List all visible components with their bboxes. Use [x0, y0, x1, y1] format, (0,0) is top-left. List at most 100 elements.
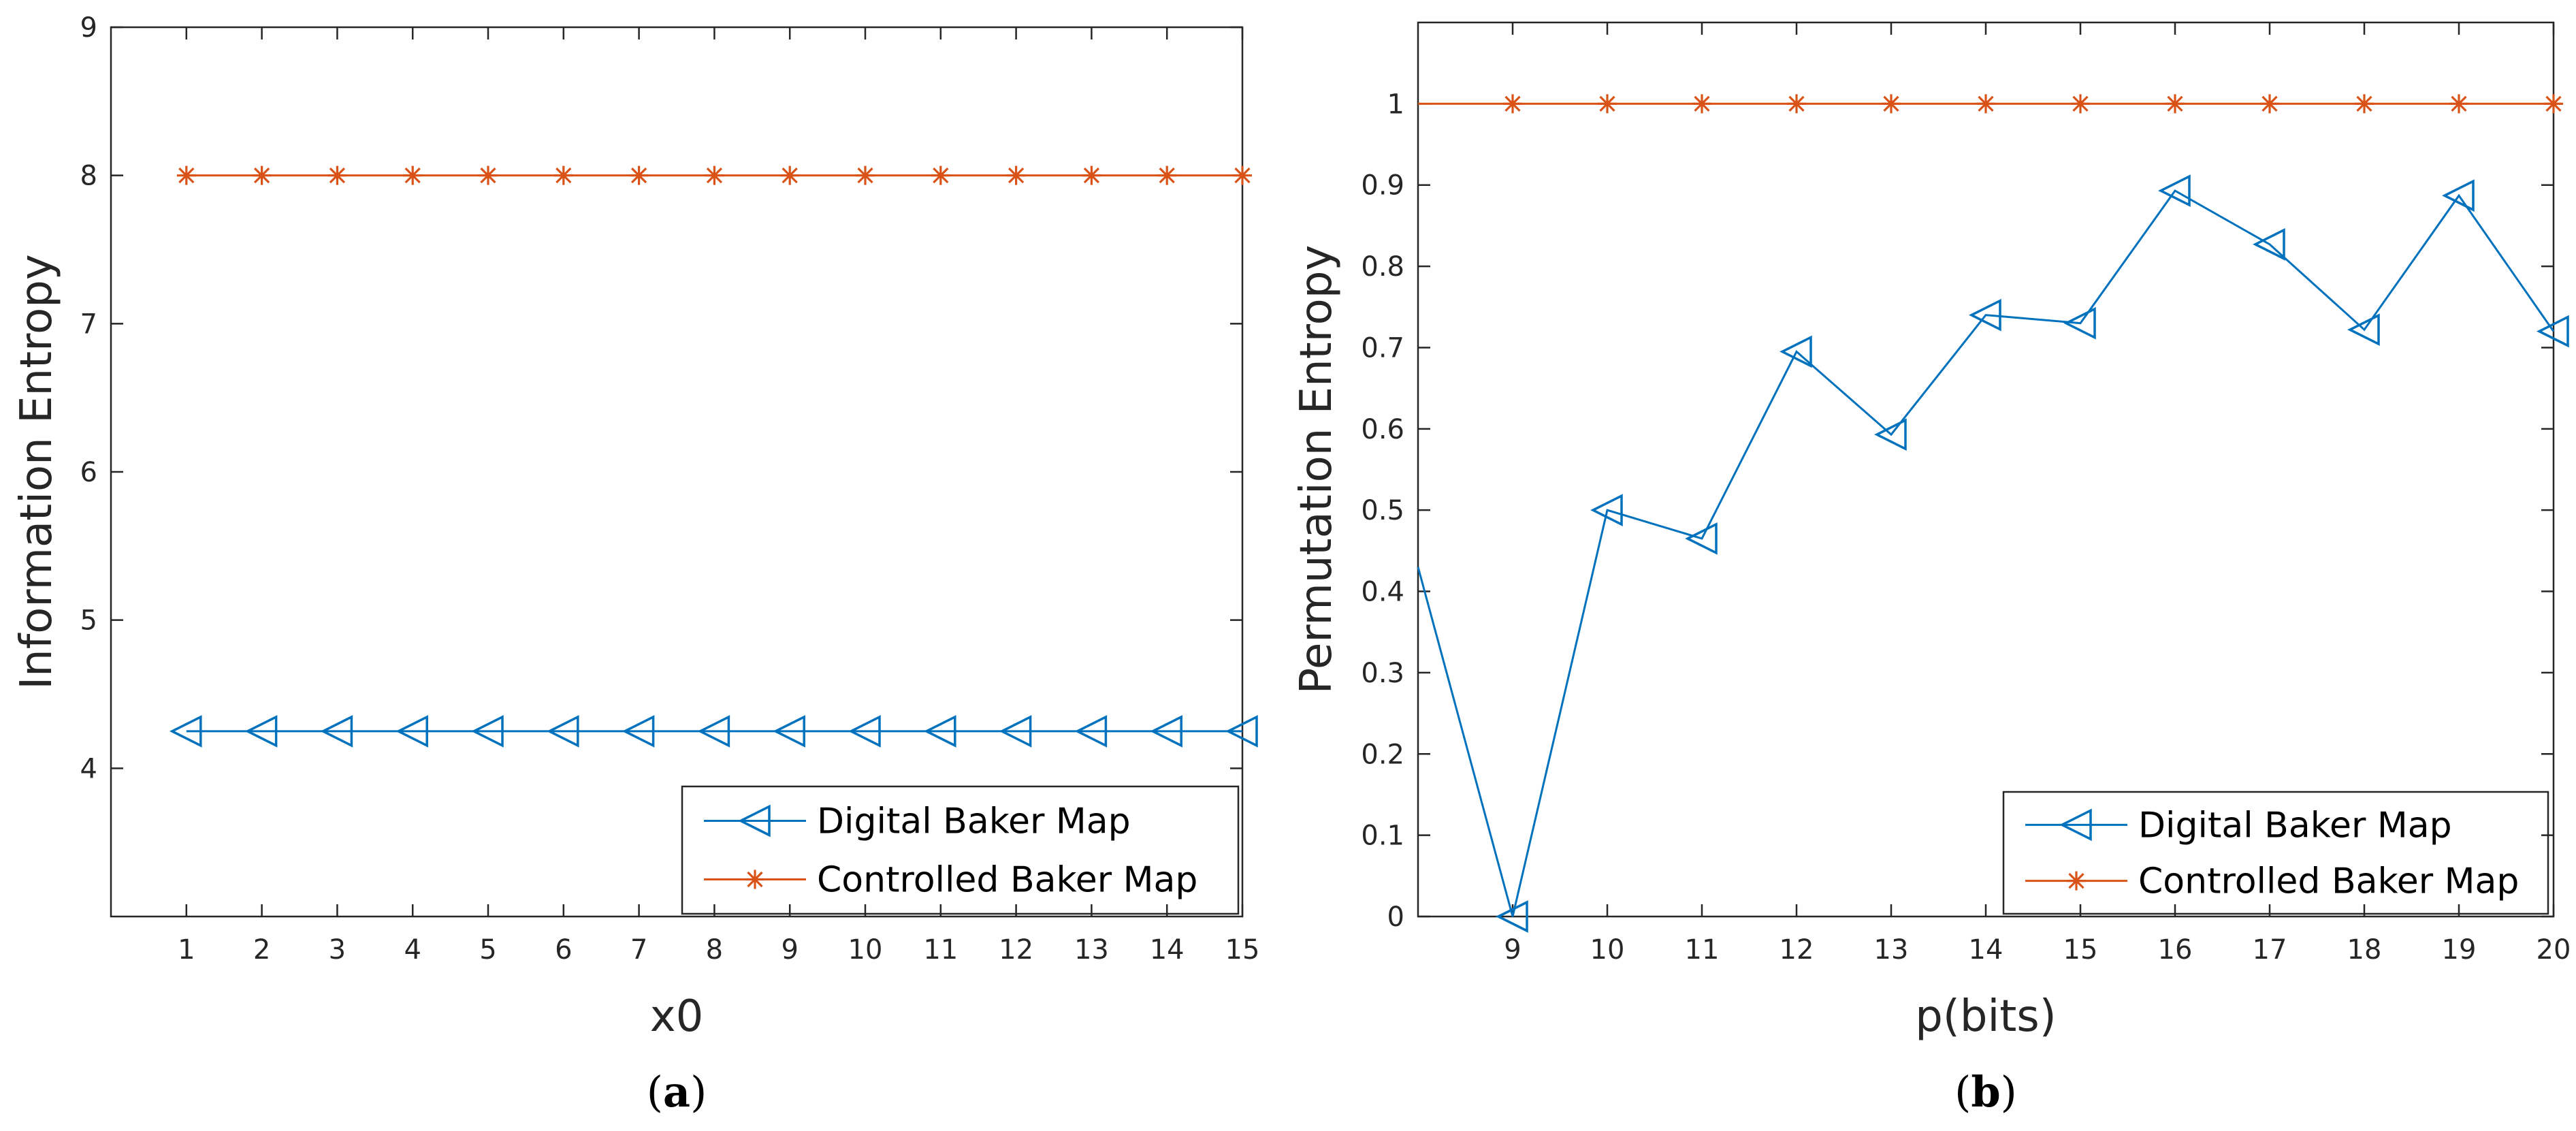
chart-a-xtick-label: 5 — [479, 934, 496, 966]
chart-b-ytick-label: 0.8 — [1361, 251, 1404, 283]
chart-a-ytick-label: 8 — [80, 161, 97, 192]
chart-a-series-digital — [169, 715, 1258, 748]
chart-a-ytick-label: 4 — [80, 753, 97, 784]
chart-b-series-controlled — [1418, 94, 2563, 114]
chart-a-xtick-label: 6 — [555, 934, 572, 966]
chart-b-xtick-label: 9 — [1504, 934, 1521, 966]
chart-a-ytick-label: 5 — [80, 605, 97, 637]
chart-b-controlled-point — [1503, 94, 1522, 114]
chart-a-xtick-label: 4 — [404, 934, 421, 966]
chart-b-legend: Digital Baker Map Controlled Baker Map — [2002, 791, 2549, 915]
chart-a-controlled-point — [931, 165, 950, 185]
chart-b-ytick-label: 0.7 — [1361, 332, 1404, 364]
chart-b-xtick-label: 16 — [2158, 934, 2193, 966]
chart-b-controlled-point — [1787, 94, 1806, 114]
chart-a-digital-point — [169, 715, 202, 748]
chart-b-digital-point — [1685, 522, 1718, 555]
chart-a-legend: Digital Baker Map Controlled Baker Map — [681, 785, 1240, 915]
chart-b-xtick-label: 12 — [1780, 934, 1814, 966]
chart-a-panel-close-paren: ) — [690, 1067, 707, 1117]
chart-a-legend-digital-marker — [738, 804, 771, 838]
chart-a-controlled-point — [1233, 165, 1252, 185]
chart-a-controlled-point — [1082, 165, 1101, 185]
chart-b-digital-point — [2347, 313, 2380, 347]
chart-b-digital-point — [2063, 306, 2096, 340]
chart-b-xtick-label: 20 — [2537, 934, 2571, 966]
chart-a-digital-point — [848, 715, 881, 748]
chart-b-digital-point — [1780, 335, 1812, 368]
chart-b-ytick-label: 1 — [1387, 89, 1404, 120]
chart-b-xtick-label: 10 — [1590, 934, 1625, 966]
chart-a-controlled-point — [403, 165, 423, 185]
chart-a-panel-label: (a) — [647, 1067, 707, 1117]
chart-a-digital-point — [622, 715, 655, 748]
chart-a: x0 Information Entropy (a) Digital Baker… — [12, 12, 1259, 1117]
chart-b-ylabel: Permutation Entropy — [1291, 245, 1342, 695]
chart-b-controlled-point — [1598, 94, 1617, 114]
chart-a-xtick-label: 9 — [781, 934, 798, 966]
chart-b-panel-label: (b) — [1954, 1067, 2017, 1117]
chart-a-legend-box — [681, 785, 1240, 915]
chart-a-controlled-point — [252, 165, 272, 185]
chart-a-xtick-label: 8 — [706, 934, 723, 966]
chart-b-legend-controlled: Controlled Baker Map — [2138, 861, 2519, 902]
chart-b-ytick-label: 0 — [1387, 902, 1404, 933]
chart-b-legend-controlled-marker — [2067, 871, 2086, 891]
chart-a-controlled-point — [629, 165, 649, 185]
chart-a-digital-point — [999, 715, 1032, 748]
chart-b: p(bits) Permutation Entropy (b) Digital … — [1291, 21, 2571, 1117]
chart-a-xtick-label: 13 — [1074, 934, 1109, 966]
chart-b-xtick-label: 14 — [1969, 934, 2003, 966]
chart-b-xtick-label: 17 — [2253, 934, 2287, 966]
chart-a-controlled-point — [856, 165, 875, 185]
chart-b-ytick-label: 0.9 — [1361, 170, 1404, 202]
chart-b-controlled-point — [2355, 94, 2374, 114]
chart-a-digital-point — [320, 715, 353, 748]
chart-b-controlled-point — [2544, 94, 2563, 114]
chart-a-panel-letter: a — [663, 1067, 690, 1117]
chart-a-digital-point — [773, 715, 805, 748]
chart-a-digital-point — [244, 715, 278, 748]
chart-b-digital-point — [1590, 494, 1623, 527]
chart-b-controlled-point — [2166, 94, 2185, 114]
chart-a-ytick-label: 7 — [80, 308, 97, 340]
chart-b-digital-point — [2158, 174, 2191, 207]
chart-b-digital-point — [2442, 179, 2475, 212]
chart-a-controlled-point — [479, 165, 498, 185]
chart-b-controlled-point — [2260, 94, 2279, 114]
chart-b-xtick-label: 13 — [1874, 934, 1909, 966]
chart-b-controlled-point — [1976, 94, 1995, 114]
chart-a-controlled-point — [1006, 165, 1026, 185]
chart-a-controlled-point — [553, 165, 573, 185]
chart-a-digital-point — [396, 715, 428, 748]
chart-b-xlabel: p(bits) — [1915, 991, 2056, 1042]
chart-a-controlled-point — [1157, 165, 1177, 185]
chart-a-ylabel: Information Entropy — [12, 254, 62, 689]
chart-a-xtick-label: 1 — [178, 934, 195, 966]
chart-b-legend-digital-marker — [2059, 808, 2092, 842]
chart-a-xtick-label: 11 — [923, 934, 958, 966]
chart-b-series-digital — [1417, 174, 2569, 933]
chart-a-digital-point — [697, 715, 730, 748]
chart-a-controlled-point — [176, 165, 196, 185]
chart-b-controlled-point — [2071, 94, 2090, 114]
chart-a-xtick-label: 10 — [848, 934, 883, 966]
chart-b-series-digital-line — [1417, 189, 2555, 917]
chart-a-legend-controlled-marker — [745, 870, 764, 889]
chart-a-xtick-label: 7 — [630, 934, 647, 966]
chart-a-ytick-label: 9 — [80, 12, 97, 44]
chart-a-controlled-point — [705, 165, 724, 185]
chart-a-legend-digital: Digital Baker Map — [817, 801, 1131, 842]
chart-b-xtick-label: 18 — [2347, 934, 2382, 966]
chart-a-digital-point — [1074, 715, 1108, 748]
chart-a-digital-point — [1150, 715, 1182, 748]
chart-b-ytick-label: 0.2 — [1361, 739, 1404, 770]
chart-a-xtick-label: 3 — [329, 934, 346, 966]
chart-a-series-controlled — [176, 165, 1252, 185]
chart-b-xtick-label: 19 — [2442, 934, 2477, 966]
chart-b-digital-point — [1874, 418, 1907, 451]
chart-b-panel-open-paren: ( — [1954, 1067, 1971, 1117]
chart-a-ytick-label: 6 — [80, 457, 97, 488]
chart-a-controlled-point — [327, 165, 347, 185]
